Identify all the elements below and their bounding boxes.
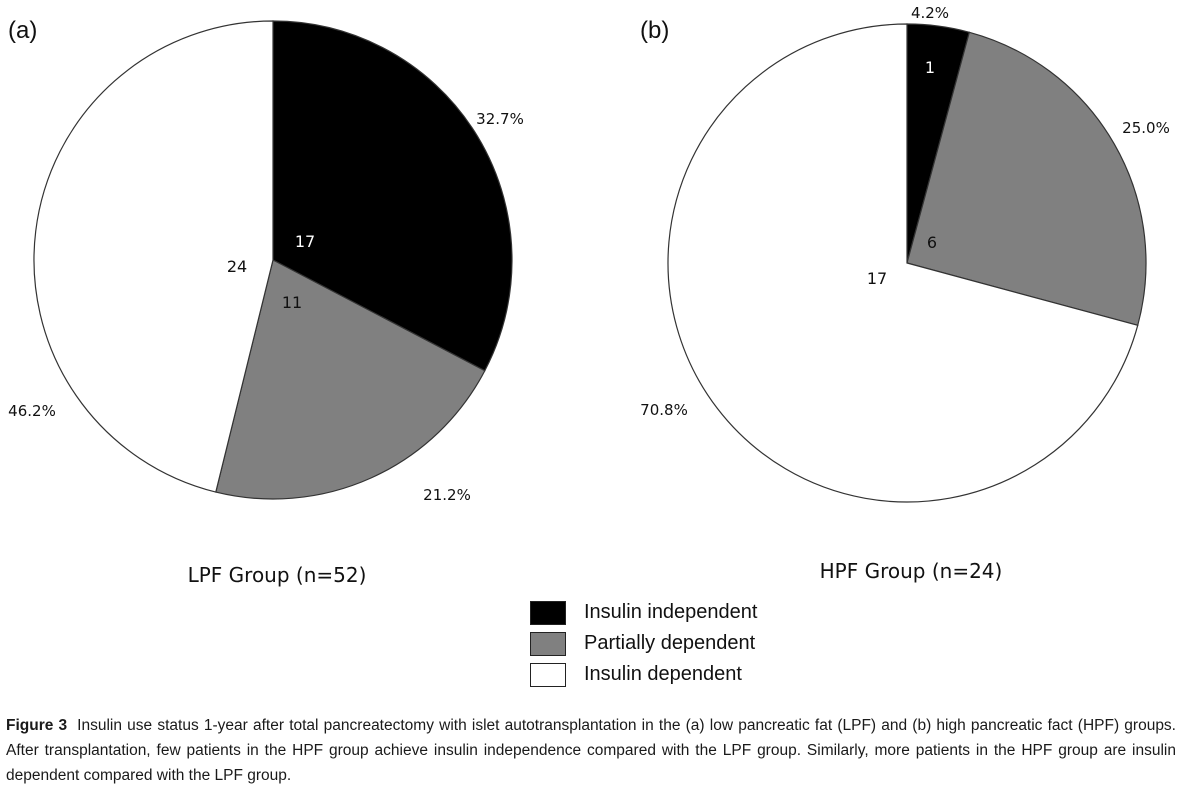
count-label: 1 <box>925 58 935 77</box>
legend-item-insulin-dependent: Insulin dependent <box>530 659 757 690</box>
panel-label: (a) <box>8 17 37 44</box>
percent-label: 32.7% <box>476 110 524 128</box>
pie-slice-insulin-dependent <box>33 20 274 493</box>
legend-swatch-insulin-dependent <box>530 662 566 687</box>
figure-caption: Figure 3 Insulin use status 1-year after … <box>6 713 1176 788</box>
percent-label: 25.0% <box>1122 119 1170 137</box>
pie-slice-insulin-dependent <box>667 23 1139 503</box>
legend-item-insulin-independent: Insulin independent <box>530 597 757 628</box>
pie-charts: (a) 32.7% 21.2% 46.2% 17 11 24 LPF Group (n=52)… <box>8 4 1170 587</box>
legend-label: Insulin dependent <box>584 663 742 685</box>
count-label: 11 <box>282 293 302 312</box>
legend: Insulin independent Partially dependent … <box>530 597 757 690</box>
count-label: 17 <box>867 269 887 288</box>
count-label: 24 <box>227 257 247 276</box>
panel-label: (b) <box>640 17 669 44</box>
legend-label: Partially dependent <box>584 632 756 654</box>
legend-label: Insulin independent <box>584 601 758 623</box>
figure-label: Figure 3 <box>6 717 68 734</box>
percent-label: 46.2% <box>8 402 56 420</box>
legend-swatch-partially-dependent <box>530 631 566 656</box>
percent-label: 21.2% <box>423 486 471 504</box>
group-label: LPF Group (n=52) <box>188 563 367 587</box>
pie-slice-partially-dependent <box>215 259 486 500</box>
group-label: HPF Group (n=24) <box>820 559 1003 583</box>
caption-text: Insulin use status 1-year after total pa… <box>6 717 1176 784</box>
legend-swatch-insulin-independent <box>530 600 566 625</box>
pie-slice-partially-dependent <box>906 31 1147 327</box>
pie-slice-insulin-independent <box>272 20 513 372</box>
count-label: 17 <box>295 232 315 251</box>
count-label: 6 <box>927 233 937 252</box>
percent-label: 70.8% <box>640 401 688 419</box>
percent-label: 4.2% <box>911 4 949 22</box>
legend-item-partially-dependent: Partially dependent <box>530 628 757 659</box>
